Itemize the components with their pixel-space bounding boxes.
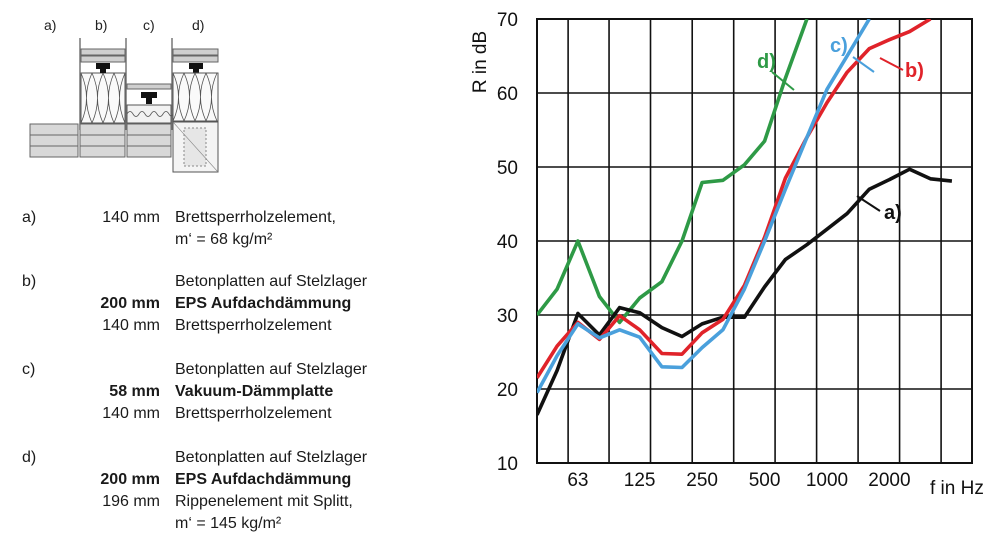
diagram-label-c: c): [143, 17, 155, 33]
legend-row: 140 mm Brettsperrholzelement: [22, 403, 367, 425]
legend-row: 200 mm EPS Aufdachdämmung: [22, 469, 367, 491]
legend-entry: c) Betonplatten auf Stelzlager 58 mm Vakuum…: [22, 359, 367, 425]
x-axis-label: f in Hz: [930, 478, 984, 499]
legend-thickness: 140 mm: [102, 405, 160, 422]
legend-entry: d) Betonplatten auf Stelzlager 200 mm EPS A…: [22, 447, 367, 535]
legend-text: EPS Aufdachdämmung: [175, 295, 352, 312]
x-tick-label: 250: [686, 470, 718, 491]
clt-base-layers: [29, 123, 172, 158]
legend-thickness: 140 mm: [102, 209, 160, 226]
grid: [537, 19, 972, 463]
axis-labels: 10 20 30 40 50 60 70 63 125 250 500 1000 2000 R in dB…: [470, 10, 984, 499]
legend-text: EPS Aufdachdämmung: [175, 471, 352, 488]
legend-row: m‘ = 145 kg/m²: [22, 513, 367, 535]
legend-row: 200 mm EPS Aufdachdämmung: [22, 293, 367, 315]
legend-thickness: 140 mm: [102, 317, 160, 334]
diagram-label-b: b): [95, 17, 107, 33]
legend-row: 196 mm Rippenelement mit Splitt,: [22, 491, 367, 513]
y-tick-label: 50: [497, 158, 518, 179]
legend-row: 140 mm Brettsperrholzelement: [22, 315, 367, 337]
legend-row: c) Betonplatten auf Stelzlager: [22, 359, 367, 381]
legend-entry: b) Betonplatten auf Stelzlager 200 mm EPS A…: [22, 271, 367, 337]
legend-row: d) Betonplatten auf Stelzlager: [22, 447, 367, 469]
x-tick-label: 1000: [806, 470, 848, 491]
legend-text: m‘ = 68 kg/m²: [175, 231, 273, 248]
y-tick-label: 10: [497, 454, 518, 475]
legend-text: m‘ = 145 kg/m²: [175, 515, 282, 532]
legend-row: m‘ = 68 kg/m²: [22, 229, 336, 251]
diagram-label-d: d): [192, 17, 204, 33]
construction-diagram: a) b) c) d): [29, 17, 219, 173]
diagram-label-a: a): [44, 17, 56, 33]
legend-text: Betonplatten auf Stelzlager: [175, 361, 368, 378]
y-tick-label: 30: [497, 306, 518, 327]
series-line: [537, 19, 871, 394]
legend-letter: b): [22, 273, 37, 290]
series-label: b): [905, 60, 924, 82]
x-tick-label: 63: [567, 470, 588, 491]
y-tick-label: 60: [497, 84, 518, 105]
legend-thickness: 200 mm: [100, 295, 160, 312]
legend-letter: a): [22, 209, 37, 226]
y-tick-label: 40: [497, 232, 518, 253]
section-walls: [79, 38, 173, 130]
series-leader-line: [879, 57, 904, 71]
x-tick-label: 500: [749, 470, 781, 491]
legend-thickness: 58 mm: [109, 383, 160, 400]
legend-thickness: 196 mm: [102, 493, 160, 510]
legend-text: Brettsperrholzelement: [175, 405, 332, 422]
legend-row: 58 mm Vakuum-Dämmplatte: [22, 381, 367, 403]
y-axis-label: R in dB: [470, 31, 491, 93]
plot-frame: [536, 18, 973, 464]
legend-thickness: 200 mm: [100, 471, 160, 488]
series-leader-line: [856, 195, 881, 212]
legend-row: a) 140 mm Brettsperrholzelement,: [22, 207, 336, 229]
legend-text: Betonplatten auf Stelzlager: [175, 449, 368, 466]
series-line: [537, 19, 809, 325]
legend-text: Vakuum-Dämmplatte: [175, 383, 334, 400]
series-leader-line: [852, 56, 875, 73]
legend-row: b) Betonplatten auf Stelzlager: [22, 271, 367, 293]
vacuum-panel-c: [126, 83, 174, 124]
legend-text: Brettsperrholzelement: [175, 317, 332, 334]
legend-text: Brettsperrholzelement,: [175, 209, 336, 226]
insulation-b: [80, 48, 126, 124]
series-line: [537, 167, 953, 416]
y-tick-label: 70: [497, 10, 518, 31]
series-label: a): [884, 202, 902, 224]
series-label: c): [830, 35, 848, 57]
legend-letter: d): [22, 449, 37, 466]
legend-entry: a) 140 mm Brettsperrholzelement, m‘ = 68 kg…: [22, 207, 336, 251]
legend-text: Betonplatten auf Stelzlager: [175, 273, 368, 290]
legend-letter: c): [22, 361, 36, 378]
x-tick-label: 125: [624, 470, 656, 491]
x-tick-label: 2000: [868, 470, 910, 491]
y-tick-label: 20: [497, 380, 518, 401]
series-label: d): [757, 51, 776, 73]
series-leader-line: [771, 71, 795, 91]
legend-text: Rippenelement mit Splitt,: [175, 493, 353, 510]
insulation-d: [172, 48, 219, 173]
series-lines: [537, 19, 953, 416]
